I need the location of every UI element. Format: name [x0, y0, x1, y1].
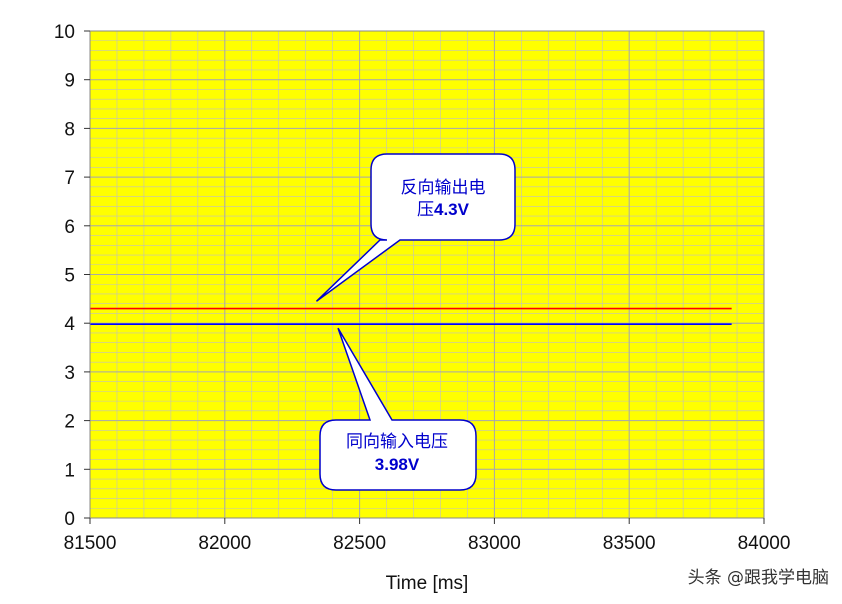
y-tick-label: 1	[64, 460, 75, 481]
y-tick-label: 4	[64, 314, 75, 335]
x-tick-label: 82000	[198, 533, 251, 554]
callout-box	[315, 153, 516, 302]
y-tick-label: 2	[64, 412, 75, 433]
y-tick-label: 0	[64, 509, 75, 530]
callout-value: 3.98V	[375, 455, 420, 474]
callout-reverse-output: 反向输出电 压4.3V	[315, 153, 516, 302]
x-tick-label: 81500	[64, 533, 117, 554]
y-tick-label: 8	[64, 119, 75, 140]
callout-noninverting-input: 同向输入电压 3.98V	[319, 327, 477, 491]
watermark: 头条 @跟我学电脑	[688, 568, 829, 588]
y-tick-label: 9	[64, 71, 75, 92]
x-axis: 81500 82000 82500 83000 83500 84000	[64, 518, 791, 554]
y-tick-label: 7	[64, 168, 75, 189]
x-tick-label: 84000	[738, 533, 791, 554]
y-axis: 0 1 2 3 4 5 6 7 8 9 10	[54, 22, 90, 530]
y-tick-label: 6	[64, 217, 75, 238]
callout-box	[319, 327, 477, 491]
y-tick-label: 3	[64, 363, 75, 384]
x-tick-label: 83500	[603, 533, 656, 554]
callout-prefix: 压	[417, 200, 434, 220]
callout-line-1: 反向输出电	[401, 178, 486, 198]
y-tick-label: 5	[64, 266, 75, 287]
x-tick-label: 83000	[468, 533, 521, 554]
callout-line-1: 同向输入电压	[346, 432, 448, 452]
series-layer	[90, 307, 732, 325]
callout-value: 4.3V	[434, 200, 470, 219]
x-axis-label: Time [ms]	[386, 573, 469, 594]
x-tick-label: 82500	[333, 533, 386, 554]
y-tick-label: 10	[54, 22, 75, 43]
callout-line-2: 压4.3V	[417, 200, 470, 220]
